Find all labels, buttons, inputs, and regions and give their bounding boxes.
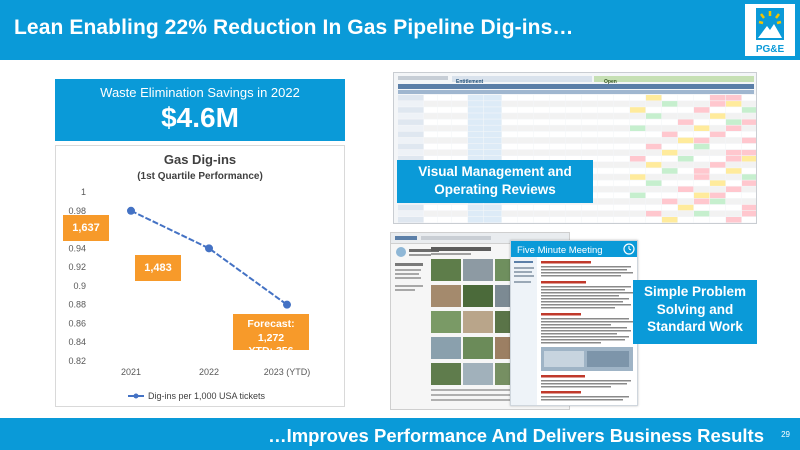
- y-tick-label: 0.94: [68, 243, 86, 253]
- dig-ins-chart: Gas Dig-ins (1st Quartile Performance) 0…: [68, 152, 311, 401]
- legend-marker: [133, 393, 139, 399]
- annotation-2021-value: 1,637: [63, 215, 109, 241]
- y-tick-label: 0.92: [68, 262, 86, 272]
- footer-bar: …Improves Performance And Delivers Busin…: [0, 418, 800, 450]
- data-point: [205, 244, 213, 253]
- savings-label: Waste Elimination Savings in 2022: [100, 85, 300, 100]
- five-minute-meeting-document: Five Minute Meeting: [510, 240, 638, 406]
- y-tick-label: 0.82: [68, 356, 86, 366]
- y-tick-label: 0.9: [73, 281, 86, 291]
- problem-solving-callout: Simple Problem Solving and Standard Work: [633, 280, 757, 344]
- data-point: [283, 300, 291, 309]
- x-tick-label: 2021: [121, 367, 141, 377]
- dig-ins-chart-panel: Gas Dig-ins (1st Quartile Performance) 0…: [55, 145, 345, 407]
- dashboard-tab-entitlement: Entitlement: [456, 79, 484, 85]
- pge-logo-icon: PG&E: [745, 4, 795, 56]
- chart-title: Gas Dig-ins: [164, 152, 236, 167]
- y-tick-label: 0.86: [68, 318, 86, 328]
- series-line: [130, 209, 288, 306]
- annotation-forecast: Forecast: 1,272 YTD: 356: [233, 314, 309, 357]
- visual-management-callout: Visual Management and Operating Reviews: [397, 160, 593, 203]
- y-tick-label: 0.88: [68, 300, 86, 310]
- footer-tagline: …Improves Performance And Delivers Busin…: [268, 425, 764, 446]
- savings-box: Waste Elimination Savings in 2022 $4.6M: [55, 79, 345, 141]
- legend-label: Dig-ins per 1,000 USA tickets: [148, 391, 266, 401]
- annotation-forecast-value: Forecast: 1,272: [247, 318, 295, 344]
- data-point: [127, 206, 135, 215]
- y-tick-label: 0.84: [68, 337, 86, 347]
- x-tick-label: 2022: [199, 367, 219, 377]
- meeting-document-image: Five Minute Meeting: [511, 241, 637, 405]
- chart-subtitle: (1st Quartile Performance): [137, 171, 263, 182]
- title-bar: Lean Enabling 22% Reduction In Gas Pipel…: [0, 0, 800, 60]
- annotation-2022-value: 1,483: [135, 255, 181, 281]
- savings-value: $4.6M: [161, 102, 239, 133]
- dashboard-tab-open: Open: [604, 79, 617, 85]
- x-tick-label: 2023 (YTD): [264, 367, 311, 377]
- y-tick-label: 0.98: [68, 206, 86, 216]
- y-tick-label: 1: [81, 187, 86, 197]
- annotation-ytd-value: YTD: 356: [248, 345, 294, 358]
- slide-title: Lean Enabling 22% Reduction In Gas Pipel…: [14, 16, 574, 39]
- logo-text: PG&E: [756, 44, 785, 55]
- meeting-title: Five Minute Meeting: [517, 245, 603, 256]
- page-number: 29: [781, 430, 790, 439]
